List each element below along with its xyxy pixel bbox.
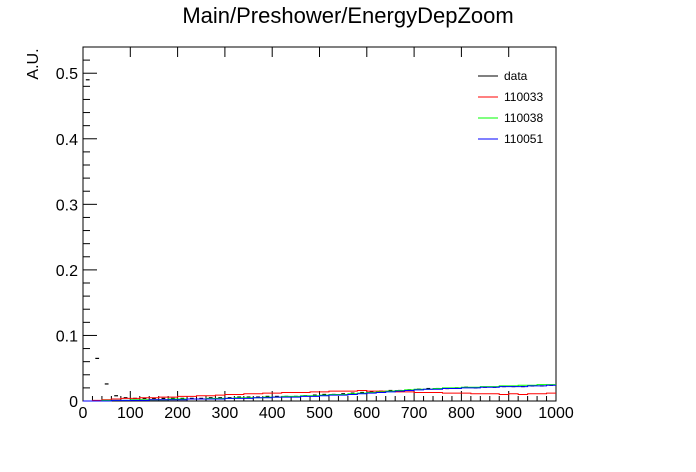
legend-label: data (504, 69, 528, 83)
series-line-110038 (83, 384, 556, 402)
legend-label: 110038 (504, 111, 543, 125)
y-tick-label: 0.4 (56, 132, 78, 149)
series-layer (83, 79, 556, 402)
y-tick-label: 0.1 (56, 328, 78, 345)
x-tick-label: 400 (259, 405, 286, 422)
chart-title: Main/Preshower/EnergyDepZoom (182, 3, 513, 28)
x-tick-label: 300 (212, 405, 239, 422)
y-tick-label: 0.3 (56, 197, 78, 214)
x-tick-label: 800 (448, 405, 475, 422)
legend-label: 110033 (504, 90, 543, 104)
x-tick-label: 200 (164, 405, 191, 422)
y-axis: 0 0.1 0.2 0.3 0.4 0.5 (56, 59, 97, 411)
x-tick-label: 500 (306, 405, 333, 422)
x-tick-label: 0 (79, 405, 88, 422)
legend: data 110033 110038 110051 (478, 69, 543, 146)
x-tick-label: 700 (401, 405, 428, 422)
x-tick-label: 100 (117, 405, 144, 422)
y-tick-label: 0 (69, 394, 78, 411)
y-tick-label: 0.5 (56, 66, 78, 83)
x-tick-label: 600 (353, 405, 380, 422)
x-axis: 0 100 200 300 400 500 600 700 800 900 1000 (79, 47, 574, 422)
series-line-110051 (83, 384, 556, 402)
y-axis-label: A.U. (25, 48, 42, 79)
series-line-110033 (83, 390, 556, 402)
x-tick-label: 1000 (538, 405, 574, 422)
y-tick-label: 0.2 (56, 263, 78, 280)
legend-label: 110051 (504, 132, 543, 146)
x-tick-label: 900 (495, 405, 522, 422)
plot-frame (82, 46, 557, 402)
